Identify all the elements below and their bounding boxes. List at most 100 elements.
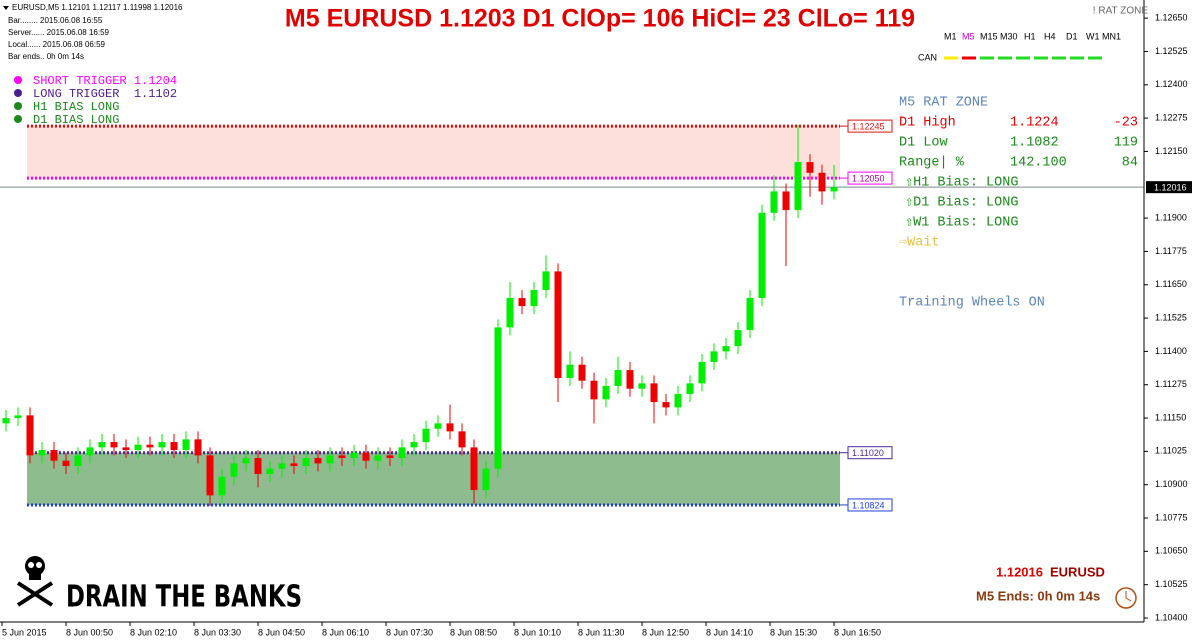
y-tick-label: 1.11525 — [1155, 312, 1187, 322]
candle-body — [458, 431, 466, 448]
info-header: EURUSD,M5 1.12101 1.12117 1.11998 1.1201… — [12, 3, 183, 12]
candle-body — [386, 455, 394, 459]
x-tick-label: 8 Jun 03:30 — [194, 627, 241, 637]
candle-body — [734, 330, 742, 347]
bias-line: ⇧D1 Bias: LONG — [905, 196, 1018, 211]
candle-body — [278, 463, 286, 469]
footer-price: 1.12016 — [996, 564, 1043, 579]
x-tick-label: 8 Jun 14:10 — [706, 627, 753, 637]
info-line: Server...... 2015.06.08 16:59 — [8, 28, 110, 37]
candle-body — [530, 290, 538, 307]
bias-line: ⇧H1 Bias: LONG — [905, 176, 1018, 191]
zone-label-box — [847, 171, 893, 185]
overlays: EURUSD,M5 1.12101 1.12117 1.11998 1.1201… — [3, 3, 1149, 615]
y-tick-label: 1.10650 — [1155, 546, 1188, 556]
zone-label: 1.12245 — [852, 121, 885, 131]
y-tick-label: 1.11025 — [1155, 446, 1187, 456]
candle-body — [338, 455, 346, 459]
y-tick-label: 1.12400 — [1155, 79, 1188, 89]
candle-body — [650, 383, 658, 403]
zone-row-label: D1 High — [899, 116, 956, 131]
candle-body — [290, 463, 298, 467]
candle-body — [350, 452, 358, 459]
candle-body — [470, 447, 478, 491]
x-tick-label: 8 Jun 11:30 — [578, 627, 624, 637]
candle-body — [446, 423, 454, 432]
candle-body — [134, 444, 142, 451]
candle-body — [422, 428, 430, 443]
y-tick-label: 1.12275 — [1155, 112, 1188, 122]
candle-body — [746, 298, 754, 331]
x-tick-label: 8 Jun 08:50 — [450, 627, 497, 637]
current-price-label: 1.12016 — [1154, 183, 1187, 193]
slogan: DRAIN THE BANKS — [66, 580, 302, 615]
info-line: Local...... 2015.06.08 06:59 — [8, 40, 106, 49]
footer-symbol: EURUSD — [1050, 564, 1105, 579]
candle-body — [506, 298, 514, 328]
candle-body — [698, 362, 706, 384]
chart-title: M5 EURUSD 1.1203 D1 ClOp= 106 HiCl= 23 C… — [285, 5, 915, 33]
training-note: Training Wheels ON — [899, 296, 1045, 311]
y-tick-label: 1.11900 — [1155, 212, 1187, 222]
timeframe: MN1 — [1102, 31, 1121, 41]
zone-label: 1.10824 — [852, 500, 885, 510]
candle-body — [614, 370, 622, 387]
legend-dot — [14, 115, 22, 123]
x-tick-label: 8 Jun 10:10 — [514, 627, 561, 637]
zone-row-label: D1 Low — [899, 136, 948, 151]
y-tick-label: 1.11400 — [1155, 346, 1187, 356]
y-tick-label: 1.11650 — [1155, 279, 1187, 289]
candle-body — [770, 191, 778, 213]
candle-body — [158, 442, 166, 448]
candle-body — [362, 452, 370, 461]
candle-body — [230, 463, 238, 477]
candle-body — [398, 447, 406, 459]
candle-body — [794, 162, 802, 211]
clock-hands — [1125, 591, 1132, 602]
candle-body — [554, 271, 562, 379]
y-tick-label: 1.11275 — [1155, 379, 1187, 389]
legend-text: SHORT TRIGGER 1.1204 — [33, 74, 177, 88]
menu-triangle — [3, 6, 9, 10]
indicator-name: ! RAT ZONE — [1093, 6, 1149, 17]
candle-body — [146, 444, 154, 448]
info-line: Bar........ 2015.06.08 16:55 — [8, 16, 103, 25]
x-tick-label: 8 Jun 12:50 — [642, 627, 689, 637]
candle-body — [62, 460, 70, 467]
candle-body — [830, 187, 838, 192]
x-tick-label: 8 Jun 00:50 — [66, 627, 113, 637]
zone-row-value: 142.100 — [1010, 156, 1067, 171]
candle-body — [722, 346, 730, 352]
candle-body — [122, 447, 130, 451]
x-tick-label: 8 Jun 02:10 — [130, 627, 177, 637]
timeframe: W1 — [1086, 31, 1100, 41]
candle-body — [602, 386, 610, 400]
candle-body — [482, 468, 490, 491]
candle-body — [758, 212, 766, 299]
candle-body — [494, 327, 502, 469]
bar-end: M5 Ends: 0h 0m 14s — [976, 588, 1100, 603]
x-tick-label: 8 Jun 07:30 — [386, 627, 433, 637]
x-tick-label: 8 Jun 15:30 — [770, 627, 817, 637]
current-price-box — [1146, 181, 1192, 194]
zone-band — [27, 126, 840, 179]
zone-band — [27, 452, 840, 505]
candle-body — [98, 442, 106, 448]
zone-label-box — [847, 498, 893, 512]
candle-body — [518, 298, 526, 307]
candle-body — [182, 439, 190, 451]
zone-label: 1.11020 — [852, 448, 884, 458]
candle-body — [38, 450, 46, 456]
legend-dot — [14, 89, 22, 97]
rat-zone-title: M5 RAT ZONE — [899, 96, 988, 111]
y-tick-label: 1.12150 — [1155, 146, 1188, 156]
candle-body — [170, 442, 178, 451]
candles — [2, 124, 838, 507]
candle-body — [710, 351, 718, 363]
can-label: CAN — [918, 52, 937, 62]
candle-body — [806, 162, 814, 173]
legend-text: D1 BIAS LONG — [33, 113, 119, 127]
x-tick-label: 8 Jun 06:10 — [322, 627, 369, 637]
